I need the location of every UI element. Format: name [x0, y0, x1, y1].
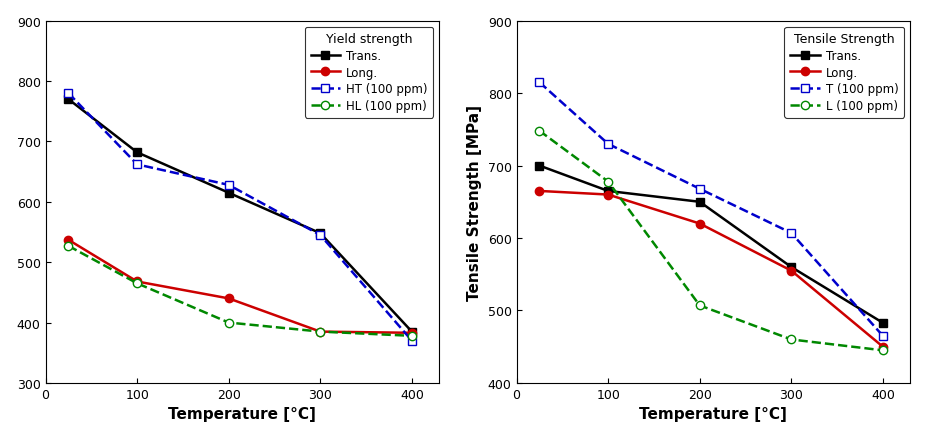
HL (100 ppm) [132, 281, 143, 286]
HL (100 ppm) [314, 329, 325, 335]
Long. [534, 189, 545, 194]
Trans. [877, 321, 888, 326]
HT (100 ppm) [132, 162, 143, 168]
Long. [694, 221, 705, 226]
T (100 ppm) [877, 333, 888, 339]
Trans. [406, 329, 417, 335]
HT (100 ppm) [314, 233, 325, 238]
Line: L (100 ppm): L (100 ppm) [535, 127, 887, 355]
Trans. [314, 231, 325, 236]
L (100 ppm) [534, 129, 545, 134]
Y-axis label: Tensile Strength [MPa]: Tensile Strength [MPa] [467, 105, 482, 300]
Long. [603, 192, 614, 198]
Line: T (100 ppm): T (100 ppm) [535, 79, 887, 340]
Long. [314, 329, 325, 335]
HT (100 ppm) [406, 338, 417, 343]
Line: Long.: Long. [535, 187, 887, 351]
Long. [877, 344, 888, 350]
Line: Trans.: Trans. [535, 162, 887, 327]
X-axis label: Temperature [°C]: Temperature [°C] [640, 406, 787, 421]
L (100 ppm) [694, 303, 705, 308]
Legend: Trans., Long., HT (100 ppm), HL (100 ppm): Trans., Long., HT (100 ppm), HL (100 ppm… [305, 28, 434, 118]
T (100 ppm) [786, 231, 797, 236]
L (100 ppm) [603, 180, 614, 185]
Trans. [603, 189, 614, 194]
Line: HT (100 ppm): HT (100 ppm) [64, 90, 416, 345]
Long. [63, 238, 74, 243]
Line: Trans.: Trans. [64, 96, 416, 336]
Long. [786, 268, 797, 274]
Trans. [534, 163, 545, 169]
Trans. [132, 150, 143, 155]
Long. [406, 330, 417, 336]
Line: HL (100 ppm): HL (100 ppm) [64, 242, 416, 340]
Trans. [63, 97, 74, 102]
X-axis label: Temperature [°C]: Temperature [°C] [169, 406, 316, 421]
HT (100 ppm) [63, 91, 74, 96]
HL (100 ppm) [406, 333, 417, 339]
HT (100 ppm) [223, 183, 235, 188]
T (100 ppm) [694, 187, 705, 192]
HL (100 ppm) [223, 320, 235, 325]
L (100 ppm) [877, 348, 888, 353]
Trans. [694, 200, 705, 205]
Line: Long.: Long. [64, 236, 416, 337]
Long. [132, 279, 143, 284]
T (100 ppm) [603, 142, 614, 147]
L (100 ppm) [786, 337, 797, 343]
T (100 ppm) [534, 81, 545, 86]
Trans. [786, 265, 797, 270]
HL (100 ppm) [63, 244, 74, 249]
Long. [223, 296, 235, 301]
Trans. [223, 191, 235, 196]
Legend: Trans., Long., T (100 ppm), L (100 ppm): Trans., Long., T (100 ppm), L (100 ppm) [784, 28, 905, 118]
